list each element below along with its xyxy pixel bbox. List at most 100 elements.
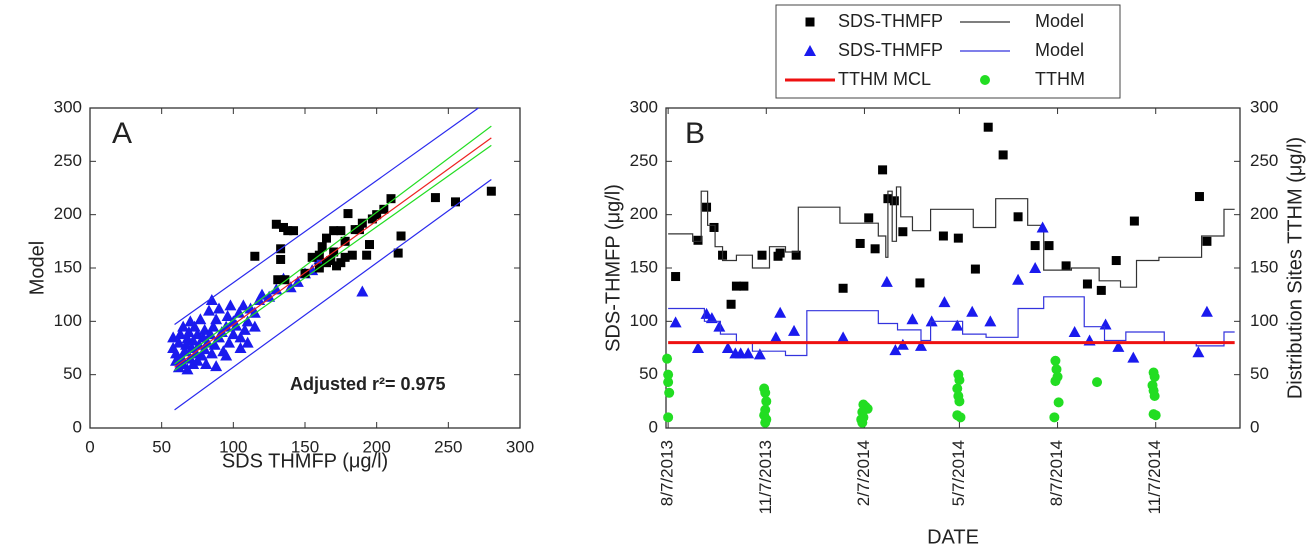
data-point	[1192, 346, 1205, 358]
data-point	[889, 344, 902, 356]
y2-tick-label: 0	[1250, 417, 1259, 436]
y-tick-label: 300	[630, 97, 658, 116]
data-point	[1053, 397, 1064, 408]
data-point	[663, 412, 674, 423]
data-point	[731, 281, 741, 291]
data-point	[207, 320, 220, 332]
data-point	[1050, 376, 1061, 387]
legend-swatch	[804, 45, 816, 56]
data-point	[721, 342, 734, 353]
data-point	[347, 250, 357, 260]
data-point	[1202, 236, 1212, 246]
data-point	[1050, 355, 1061, 366]
data-point	[1149, 391, 1160, 401]
data-point	[1044, 241, 1054, 251]
data-point	[671, 272, 681, 282]
data-point	[1036, 221, 1049, 233]
legend-label: SDS-THMFP	[838, 11, 943, 31]
data-point	[340, 252, 350, 262]
legend-label: Model	[1035, 11, 1084, 31]
data-point	[757, 250, 767, 260]
y-axis-title: SDS-THMFP (μg/l)	[602, 184, 624, 352]
data-point	[336, 226, 346, 236]
data-point	[276, 254, 286, 264]
x-tick-label: 8/7/2014	[1047, 440, 1066, 506]
data-point	[167, 331, 180, 343]
data-point	[870, 244, 880, 254]
data-point	[396, 231, 406, 241]
data-point	[289, 226, 299, 236]
data-point	[864, 213, 874, 223]
data-point	[938, 231, 948, 241]
data-point	[837, 331, 850, 343]
y2-axis-title: Distribution Sites TTHM (μg/l)	[1284, 137, 1306, 399]
data-point	[702, 202, 712, 212]
series-line	[174, 107, 479, 326]
data-point	[1051, 364, 1062, 375]
data-point	[984, 315, 997, 327]
data-point	[204, 328, 217, 340]
data-point	[283, 226, 293, 236]
data-point	[256, 288, 268, 300]
data-point	[1194, 192, 1204, 202]
series-line	[668, 296, 1235, 357]
x-tick-label: 200	[362, 437, 390, 456]
data-point	[1111, 256, 1121, 266]
data-point	[177, 320, 190, 332]
legend-label: TTHM	[1035, 69, 1085, 89]
y2-tick-label: 250	[1250, 151, 1278, 170]
data-point	[1068, 326, 1081, 337]
data-point	[1099, 318, 1112, 330]
data-point	[234, 342, 247, 353]
y-axis-title: Model	[26, 241, 48, 295]
x-tick-label: 8/7/2013	[658, 440, 677, 506]
data-point	[938, 296, 951, 308]
data-point	[1150, 410, 1161, 421]
data-point	[1049, 412, 1060, 423]
data-point	[838, 283, 848, 293]
y2-tick-label: 50	[1250, 364, 1269, 383]
data-point	[248, 320, 261, 332]
data-point	[878, 165, 888, 175]
data-point	[263, 290, 276, 302]
data-point	[1127, 351, 1140, 363]
data-point	[952, 383, 963, 394]
y-tick-label: 100	[54, 311, 82, 330]
y2-tick-label: 150	[1250, 257, 1278, 276]
y-tick-label: 0	[649, 417, 658, 436]
data-point	[983, 122, 993, 132]
data-point	[220, 320, 233, 332]
data-point	[187, 334, 200, 346]
data-point	[1149, 371, 1160, 382]
series-line	[174, 178, 492, 411]
y-tick-label: 200	[630, 204, 658, 223]
data-point	[1096, 285, 1106, 295]
data-point	[713, 320, 726, 332]
data-point	[788, 324, 801, 336]
data-point	[889, 196, 899, 206]
data-point	[393, 248, 403, 258]
legend-swatch	[980, 75, 990, 85]
data-point	[223, 336, 236, 348]
x-tick-label: 250	[434, 437, 462, 456]
data-point	[386, 194, 396, 204]
data-point	[1029, 262, 1042, 273]
x-axis-title: SDS THMFP (μg/l)	[222, 450, 388, 472]
data-point	[663, 377, 674, 388]
data-point	[362, 250, 372, 260]
data-point	[663, 369, 674, 380]
data-point	[233, 306, 246, 318]
data-point	[898, 227, 908, 237]
y-tick-label: 50	[63, 364, 82, 383]
legend-swatch	[805, 17, 815, 27]
series-line	[668, 186, 1235, 288]
data-point	[855, 238, 865, 248]
data-point	[194, 313, 207, 325]
x-tick-label: 150	[291, 437, 319, 456]
data-point	[970, 264, 980, 274]
data-point	[1012, 273, 1025, 285]
y-tick-label: 200	[54, 204, 82, 223]
data-point	[705, 312, 718, 324]
